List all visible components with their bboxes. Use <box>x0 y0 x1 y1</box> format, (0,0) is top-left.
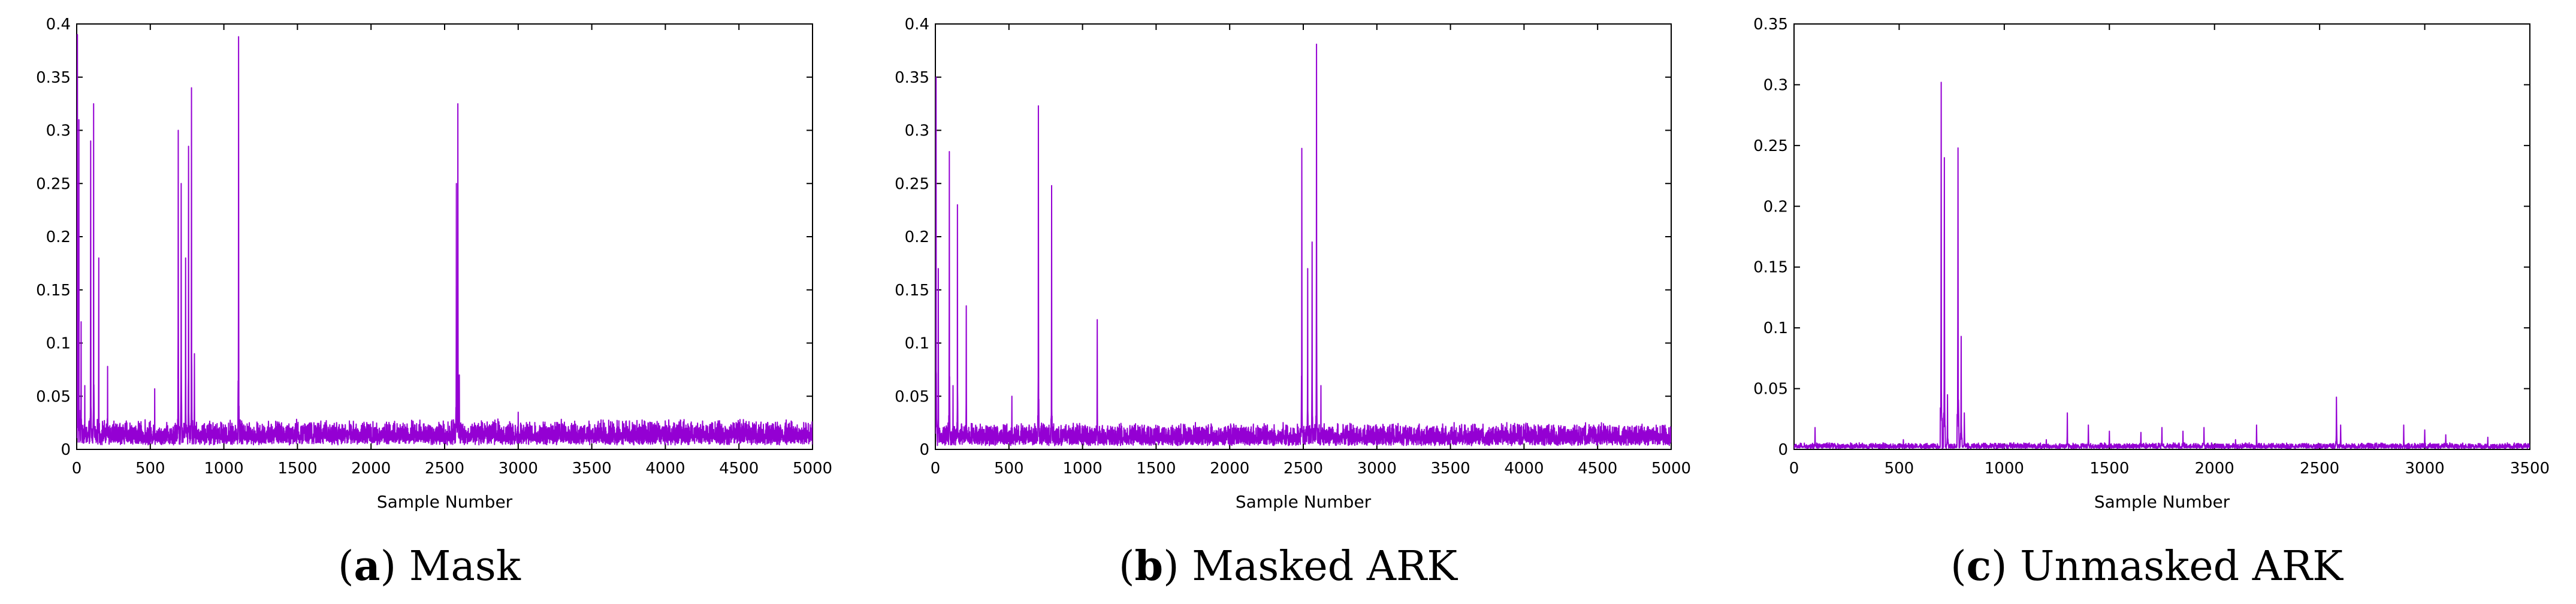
x-tick-label: 1000 <box>1063 460 1103 478</box>
x-tick-label: 2000 <box>1210 460 1249 478</box>
y-tick-label: 0 <box>61 441 71 459</box>
chart-unmasked-ark: 0 0.05 0.1 0.15 0.2 0.25 0.3 0.35 0 500 1000 1500 20… <box>1753 16 2550 512</box>
x-tick-label: 5000 <box>1651 460 1691 478</box>
y-tick-label: 0.2 <box>46 228 71 246</box>
x-tick-label: 4000 <box>645 460 685 478</box>
x-tick-label: 1500 <box>277 460 317 478</box>
caption-mask: (a) Mask <box>337 542 521 590</box>
x-tick-label: 2500 <box>425 460 464 478</box>
x-tick-label: 1500 <box>1136 460 1176 478</box>
x-tick-label: 2500 <box>2300 460 2339 478</box>
y-tick-label: 0.25 <box>36 175 71 193</box>
y-tick-label: 0.35 <box>36 69 71 87</box>
chart-mask: 0 0.05 0.1 0.15 0.2 0.25 0.3 0.35 0.4 0 500 1000 150… <box>36 16 832 512</box>
caption-text: Masked ARK <box>1192 543 1457 590</box>
y-tick-label: 0.2 <box>905 228 929 246</box>
y-tick-label: 0.1 <box>1763 319 1788 337</box>
x-tick-label: 500 <box>1885 460 1914 478</box>
panel-unmasked-ark: 0 0.05 0.1 0.15 0.2 0.25 0.3 0.35 0 500 1000 1500 20… <box>1717 0 2576 604</box>
caption-masked-ark: (b) Masked ARK <box>1119 542 1457 590</box>
y-tick-label: 0.05 <box>1753 380 1788 398</box>
plot-frame <box>935 23 1672 450</box>
y-tick-label: 0.1 <box>46 335 71 353</box>
y-tick-label: 0.25 <box>895 175 929 193</box>
panel-mask: 0 0.05 0.1 0.15 0.2 0.25 0.3 0.35 0.4 0 500 1000 150… <box>0 0 859 604</box>
plot-frame <box>1793 23 2530 450</box>
caption-text: Mask <box>409 543 521 590</box>
y-tick-label: 0.35 <box>1753 16 1788 34</box>
series-line <box>935 43 1671 446</box>
y-tick-label: 0.4 <box>46 16 71 34</box>
x-tick-label: 3000 <box>1357 460 1397 478</box>
y-tick-label: 0.1 <box>905 335 929 353</box>
x-tick-label: 3000 <box>2405 460 2444 478</box>
x-tick-label: 3500 <box>1431 460 1470 478</box>
x-tick-label: 3000 <box>499 460 538 478</box>
x-tick-label: 3500 <box>2510 460 2550 478</box>
x-tick-label: 4500 <box>1578 460 1617 478</box>
y-tick-label: 0 <box>919 441 929 459</box>
x-tick-label: 0 <box>931 460 941 478</box>
x-tick-label: 500 <box>135 460 165 478</box>
y-tick-label: 0.05 <box>895 388 929 406</box>
x-tick-label: 1000 <box>1985 460 2024 478</box>
y-tick-label: 0.3 <box>1763 76 1788 94</box>
x-tick-label: 4500 <box>719 460 759 478</box>
caption-unmasked-ark: (c) Unmasked ARK <box>1950 542 2343 590</box>
chart-masked-ark: 0 0.05 0.1 0.15 0.2 0.25 0.3 0.35 0.4 0 500 1000 150… <box>895 16 1691 512</box>
y-tick-label: 0.4 <box>905 16 929 34</box>
x-tick-label: 3500 <box>572 460 612 478</box>
x-tick-label: 0 <box>72 460 82 478</box>
y-tick-label: 0.2 <box>1763 198 1788 216</box>
y-tick-label: 0.25 <box>1753 137 1788 155</box>
series-line <box>1794 81 2530 449</box>
x-axis-title: Sample Number <box>1236 492 1372 512</box>
x-tick-label: 5000 <box>793 460 832 478</box>
y-tick-label: 0.35 <box>895 69 929 87</box>
x-tick-label: 2000 <box>2195 460 2234 478</box>
plot-frame <box>76 23 813 450</box>
y-tick-label: 0.3 <box>905 122 929 140</box>
caption-letter: b <box>1134 542 1164 590</box>
y-tick-label: 0.15 <box>895 282 929 300</box>
x-tick-label: 1500 <box>2089 460 2129 478</box>
series-line <box>77 34 813 446</box>
x-tick-label: 0 <box>1789 460 1799 478</box>
caption-text: Unmasked ARK <box>2020 543 2343 590</box>
x-axis-title: Sample Number <box>377 492 513 512</box>
y-tick-label: 0 <box>1778 441 1788 459</box>
y-tick-label: 0.05 <box>36 388 71 406</box>
y-tick-label: 0.15 <box>1753 259 1788 277</box>
caption-letter: a <box>354 542 380 590</box>
x-tick-label: 2500 <box>1284 460 1323 478</box>
caption-letter: c <box>1966 542 1992 590</box>
x-axis-title: Sample Number <box>2094 492 2230 512</box>
panel-masked-ark: 0 0.05 0.1 0.15 0.2 0.25 0.3 0.35 0.4 0 500 1000 150… <box>859 0 1717 604</box>
x-tick-label: 1000 <box>204 460 244 478</box>
y-tick-label: 0.15 <box>36 282 71 300</box>
x-tick-label: 500 <box>994 460 1024 478</box>
x-tick-label: 4000 <box>1504 460 1544 478</box>
x-tick-label: 2000 <box>351 460 391 478</box>
y-tick-label: 0.3 <box>46 122 71 140</box>
